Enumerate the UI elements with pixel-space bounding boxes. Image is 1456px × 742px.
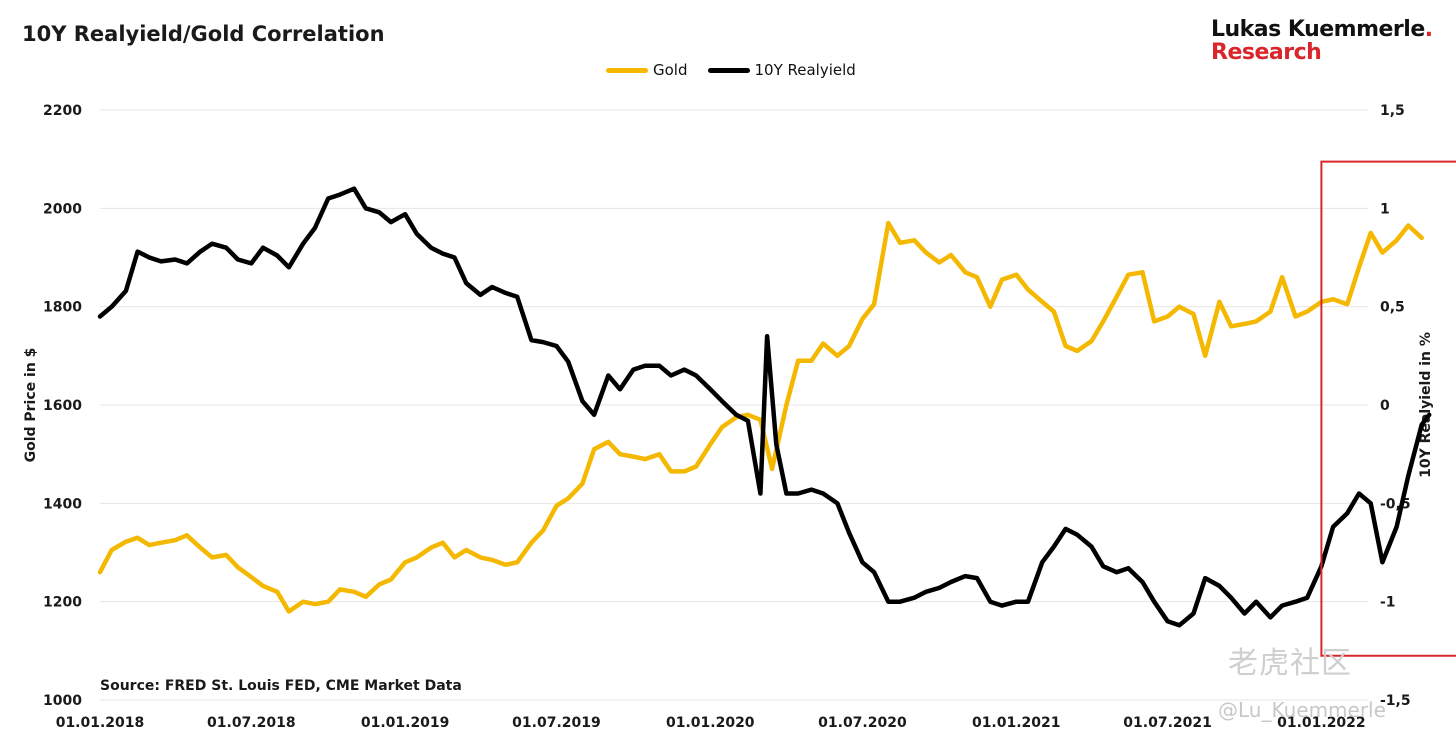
y-right-tick-label: -0,5 [1380,496,1411,512]
legend-label-gold: Gold [653,61,688,79]
y-right-tick-label: -1,5 [1380,693,1411,709]
brand-subtitle: Research [1211,40,1322,65]
watermark-text: 老虎社区 [1228,646,1352,681]
y-left-tick-label: 2000 [43,201,82,217]
y-right-tick-label: 0 [1380,398,1390,414]
y-left-tick-label: 1800 [43,300,82,316]
series-line-gold [97,220,1424,614]
source-note: Source: FRED St. Louis FED, CME Market D… [100,678,462,694]
x-tick-label: 01.01.2020 [666,715,755,731]
legend-swatch-realyield [707,67,750,73]
legend-item-realyield[interactable]: 10Y Realyield [707,61,856,79]
y-left-tick-label: 1000 [43,693,82,709]
x-tick-label: 01.07.2019 [512,715,601,731]
x-tick-label: 01.07.2021 [1123,715,1212,731]
chart-title: 10Y Realyield/Gold Correlation [22,22,385,46]
legend-label-realyield: 10Y Realyield [754,61,856,79]
series-line-realyield [97,186,1432,628]
x-tick-label: 01.01.2019 [361,715,450,731]
y-right-tick-label: 1,5 [1380,103,1405,119]
chart-legend: Gold 10Y Realyield [606,61,876,79]
legend-swatch-gold [606,67,648,73]
y-left-tick-label: 2200 [43,103,82,119]
highlight-box [1320,160,1456,657]
y-left-tick-label: 1600 [43,398,82,414]
y-left-tick-label: 1200 [43,595,82,611]
legend-item-gold[interactable]: Gold [606,61,688,79]
x-tick-label: 01.07.2018 [207,715,296,731]
x-tick-label: 01.01.2022 [1277,715,1366,731]
y-left-tick-label: 1400 [43,496,82,512]
y-left-axis-label: Gold Price in $ [23,348,39,463]
brand-logo: Lukas Kuemmerle. Research [1211,18,1433,64]
x-tick-label: 01.07.2020 [818,715,907,731]
brand-dot: . [1424,17,1433,42]
y-right-tick-label: 1 [1380,201,1390,217]
watermark-handle: @Lu_Kuemmerle [1218,698,1386,722]
y-right-axis-label: 10Y Realyield in % [1418,332,1434,478]
x-tick-label: 01.01.2018 [56,715,145,731]
brand-name: Lukas Kuemmerle [1211,17,1425,42]
y-right-tick-label: 0,5 [1380,300,1405,316]
y-right-tick-label: -1 [1380,595,1396,611]
x-tick-label: 01.01.2021 [972,715,1061,731]
